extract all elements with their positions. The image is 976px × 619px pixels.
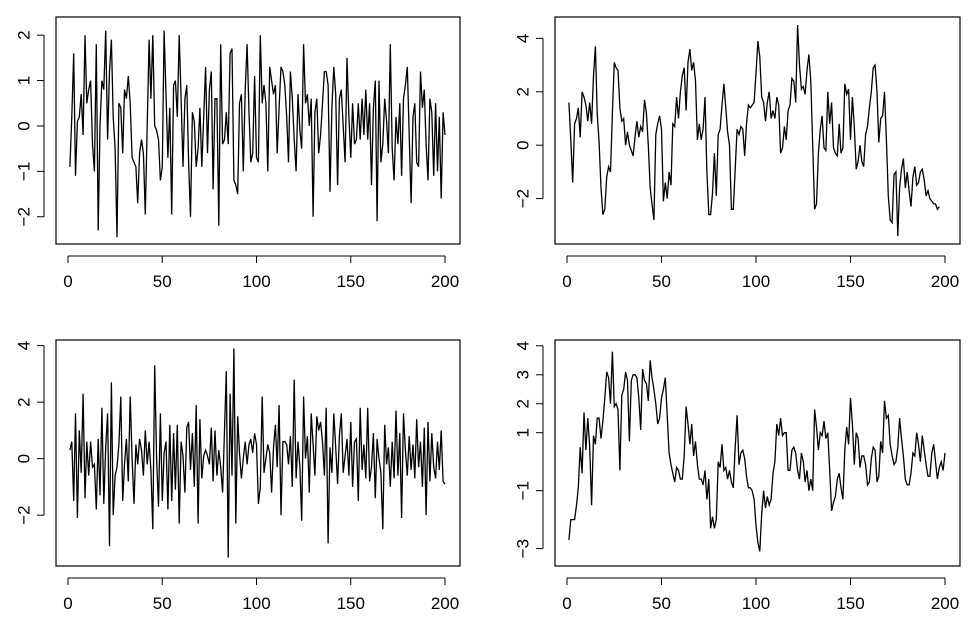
plot-frame bbox=[55, 16, 461, 245]
y-tick-label: 0 bbox=[15, 454, 34, 463]
plot-frame bbox=[55, 339, 461, 567]
y-tick-label: −2 bbox=[15, 505, 34, 524]
x-tick-label: 100 bbox=[242, 594, 270, 613]
y-tick-label: 4 bbox=[514, 34, 533, 43]
x-tick-label: 50 bbox=[652, 594, 671, 613]
x-axis: 0 50 100 150 200 bbox=[63, 255, 459, 291]
x-tick-label: 200 bbox=[931, 272, 959, 291]
panel-top-right: 0 50 100 150 200 −2 0 2 4 bbox=[514, 16, 961, 291]
x-tick-label: 0 bbox=[63, 272, 72, 291]
y-axis: −3 −1 1 2 3 4 bbox=[514, 341, 544, 558]
x-tick-label: 150 bbox=[836, 594, 864, 613]
plot-frame bbox=[554, 339, 961, 567]
y-tick-label: 2 bbox=[514, 87, 533, 96]
y-tick-label: 4 bbox=[15, 341, 34, 350]
x-tick-label: 0 bbox=[562, 272, 571, 291]
y-tick-label: −2 bbox=[514, 189, 533, 208]
y-axis: −2 −1 0 1 2 bbox=[15, 30, 45, 226]
series-line bbox=[69, 348, 446, 558]
x-tick-label: 150 bbox=[836, 272, 864, 291]
y-tick-label: −2 bbox=[15, 207, 34, 226]
x-axis: 0 50 100 150 200 bbox=[562, 577, 959, 613]
x-tick-label: 100 bbox=[742, 594, 770, 613]
x-axis: 0 50 100 150 200 bbox=[562, 255, 959, 291]
series-line bbox=[568, 351, 946, 552]
y-tick-label: 0 bbox=[15, 121, 34, 130]
y-tick-label: 0 bbox=[514, 140, 533, 149]
x-tick-label: 150 bbox=[337, 594, 365, 613]
x-tick-label: 200 bbox=[431, 594, 459, 613]
y-tick-label: 1 bbox=[514, 428, 533, 437]
y-tick-label: 2 bbox=[15, 30, 34, 39]
x-tick-label: 100 bbox=[242, 272, 270, 291]
x-tick-label: 50 bbox=[153, 594, 172, 613]
x-tick-label: 200 bbox=[431, 272, 459, 291]
x-tick-label: 100 bbox=[742, 272, 770, 291]
x-tick-label: 0 bbox=[562, 594, 571, 613]
y-tick-label: 2 bbox=[514, 399, 533, 408]
y-tick-label: −3 bbox=[514, 539, 533, 558]
x-tick-label: 50 bbox=[652, 272, 671, 291]
x-axis: 0 50 100 150 200 bbox=[63, 577, 459, 613]
series-line bbox=[568, 24, 940, 237]
x-tick-label: 0 bbox=[63, 594, 72, 613]
y-axis: −2 0 2 4 bbox=[514, 34, 544, 208]
series-line bbox=[69, 30, 446, 238]
y-axis: −2 0 2 4 bbox=[15, 341, 45, 525]
x-tick-label: 150 bbox=[337, 272, 365, 291]
panel-bottom-left: 0 50 100 150 200 −2 0 2 4 bbox=[15, 339, 461, 613]
y-tick-label: −1 bbox=[15, 162, 34, 181]
x-tick-label: 50 bbox=[153, 272, 172, 291]
panel-top-left: 0 50 100 150 200 −2 −1 0 1 2 bbox=[15, 16, 461, 291]
x-tick-label: 200 bbox=[931, 594, 959, 613]
y-tick-label: 2 bbox=[15, 397, 34, 406]
y-tick-label: 1 bbox=[15, 76, 34, 85]
plot-frame bbox=[554, 16, 961, 245]
y-tick-label: −1 bbox=[514, 481, 533, 500]
y-tick-label: 4 bbox=[514, 341, 533, 350]
y-tick-label: 3 bbox=[514, 370, 533, 379]
panel-bottom-right: 0 50 100 150 200 −3 −1 1 2 3 4 bbox=[514, 339, 961, 613]
